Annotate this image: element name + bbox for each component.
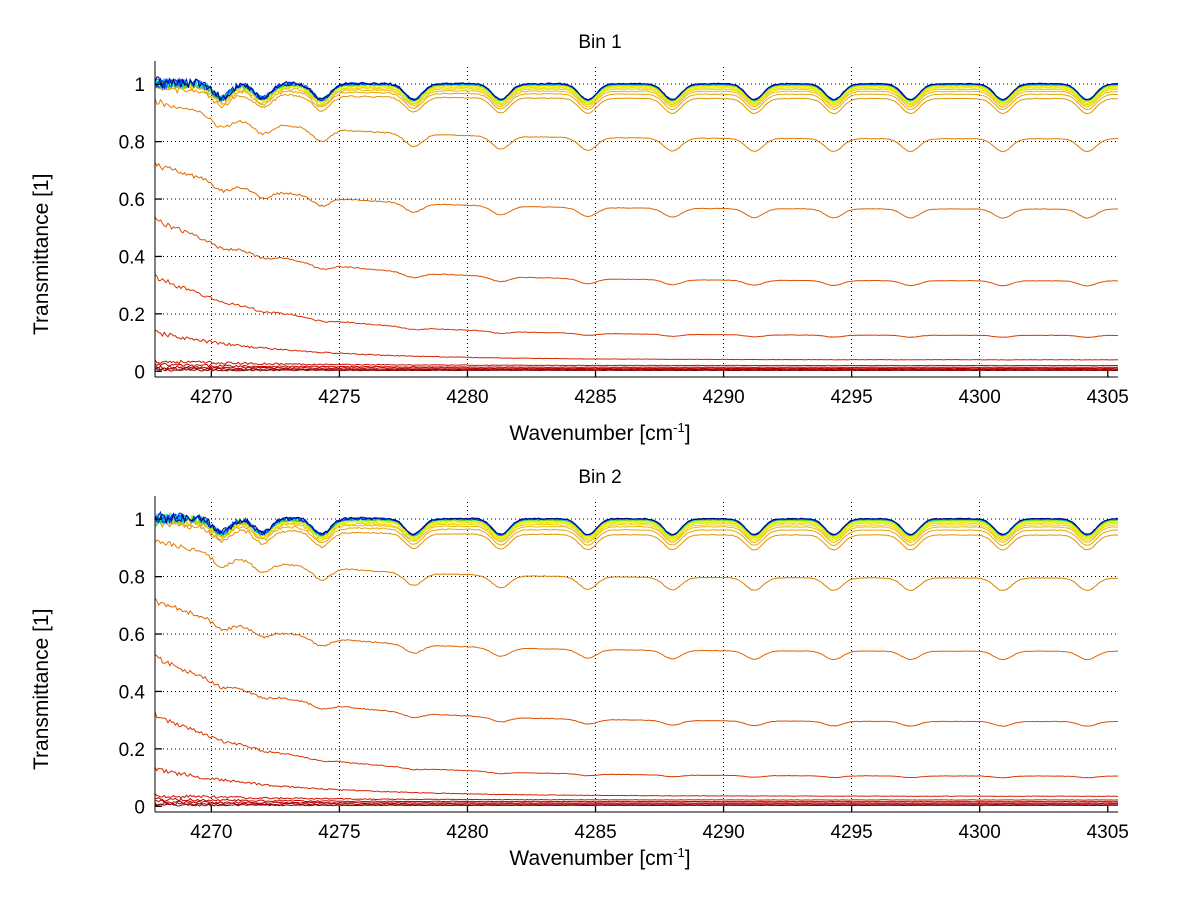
x-axis-label-bracket: ] <box>684 422 691 445</box>
spectrum-line <box>154 796 1119 803</box>
grid-lines <box>155 67 1118 377</box>
x-axis-label-text: Wavenumber [cm <box>509 422 674 445</box>
x-tick-label: 4295 <box>830 822 872 843</box>
spectrum-line <box>154 81 1119 111</box>
y-tick-label: 1 <box>134 510 145 531</box>
x-tick-label: 4300 <box>959 822 1001 843</box>
x-tick-label: 4275 <box>318 387 360 408</box>
spectrum-line <box>154 216 1119 287</box>
x-tick-label: 4305 <box>1087 387 1129 408</box>
spectrum-line <box>154 803 1119 807</box>
spectra-group <box>154 510 1119 807</box>
axes-spines <box>154 496 1118 813</box>
spectrum-line <box>154 79 1119 104</box>
y-tick-label: 0.4 <box>119 682 146 703</box>
x-axis-label-bin2: Wavenumber [cm-1] <box>0 845 1200 871</box>
spectrum-line <box>154 366 1119 371</box>
y-tick-label: 0.2 <box>119 305 145 326</box>
x-tick-label: 4280 <box>446 822 488 843</box>
x-tick-label: 4285 <box>574 387 616 408</box>
x-axis-label-exponent: -1 <box>673 420 685 435</box>
x-axis-label-exponent: -1 <box>673 845 685 860</box>
y-tick-label: 0.8 <box>119 133 145 154</box>
x-axis-label-bin1: Wavenumber [cm-1] <box>0 420 1200 446</box>
spectrum-line <box>154 711 1119 779</box>
panel-title-bin1: Bin 1 <box>578 32 622 53</box>
spectrum-line <box>154 330 1119 361</box>
spectrum-line <box>154 362 1119 368</box>
y-tick-label: 0 <box>134 362 145 383</box>
spectrum-line <box>154 79 1119 106</box>
x-tick-label: 4305 <box>1087 822 1129 843</box>
panel-title-bin2: Bin 2 <box>578 467 622 488</box>
x-tick-label: 4285 <box>574 822 616 843</box>
spectrum-line <box>154 511 1119 536</box>
spectrum-line <box>154 801 1119 806</box>
y-tick-label: 0 <box>134 797 145 818</box>
spectrum-line <box>154 519 1119 547</box>
x-tick-label: 4270 <box>190 387 232 408</box>
x-tick-label: 4280 <box>446 387 488 408</box>
axes-spines <box>154 61 1118 378</box>
grid-lines <box>155 502 1118 812</box>
spectrum-line <box>154 539 1119 591</box>
x-tick-label: 4275 <box>318 822 360 843</box>
spectrum-line <box>154 76 1119 102</box>
spectrum-line <box>154 653 1118 727</box>
spectrum-line <box>154 799 1119 805</box>
y-tick-label: 0.6 <box>119 625 145 646</box>
plot-panel-bin2: Bin 2 Transmittance [1] 4270 4275 4280 4285… <box>0 450 1200 901</box>
plot-canvas-bin1: 4270 4275 4280 4285 4290 4295 4300 4305 0 0.2 0.4 0… <box>119 61 1129 408</box>
spectrum-line <box>154 368 1119 372</box>
spectra-group <box>154 76 1119 372</box>
spectrum-line <box>154 520 1119 551</box>
spectrum-line <box>154 84 1119 115</box>
spectrum-line <box>154 516 1119 544</box>
x-tick-label: 4300 <box>959 387 1001 408</box>
plot-canvas-bin2: 4270 4275 4280 4285 4290 4295 4300 4305 0 0.2 0.4 0… <box>119 496 1129 843</box>
x-tick-label: 4270 <box>190 822 232 843</box>
x-axis-label-text: Wavenumber [cm <box>509 847 674 870</box>
spectrum-line <box>154 515 1119 540</box>
x-tick-label: 4290 <box>702 387 744 408</box>
spectrum-line <box>154 359 1119 367</box>
y-tick-label: 0.4 <box>119 247 146 268</box>
y-tick-label: 1 <box>134 75 145 96</box>
spectrum-line <box>154 597 1119 661</box>
y-tick-label: 0.8 <box>119 568 145 589</box>
spectrum-line <box>154 766 1119 797</box>
spectrum-line <box>154 98 1119 153</box>
x-tick-label: 4290 <box>702 822 744 843</box>
axis-ticks: 4270 4275 4280 4285 4290 4295 4300 4305 0 0.2 0.4 0… <box>119 75 1129 408</box>
spectrum-line <box>154 161 1119 219</box>
x-tick-label: 4295 <box>830 387 872 408</box>
y-tick-label: 0.2 <box>119 740 145 761</box>
x-axis-label-bracket: ] <box>684 847 691 870</box>
spectrum-line <box>154 274 1119 338</box>
spectrum-line <box>154 365 1119 370</box>
plot-panel-bin1: Bin 1 Transmittance [1] 4270 4275 4280 4285… <box>0 0 1200 450</box>
y-tick-label: 0.6 <box>119 190 145 211</box>
axis-ticks: 4270 4275 4280 4285 4290 4295 4300 4305 0 0.2 0.4 0… <box>119 510 1129 843</box>
spectrum-line <box>154 793 1119 801</box>
